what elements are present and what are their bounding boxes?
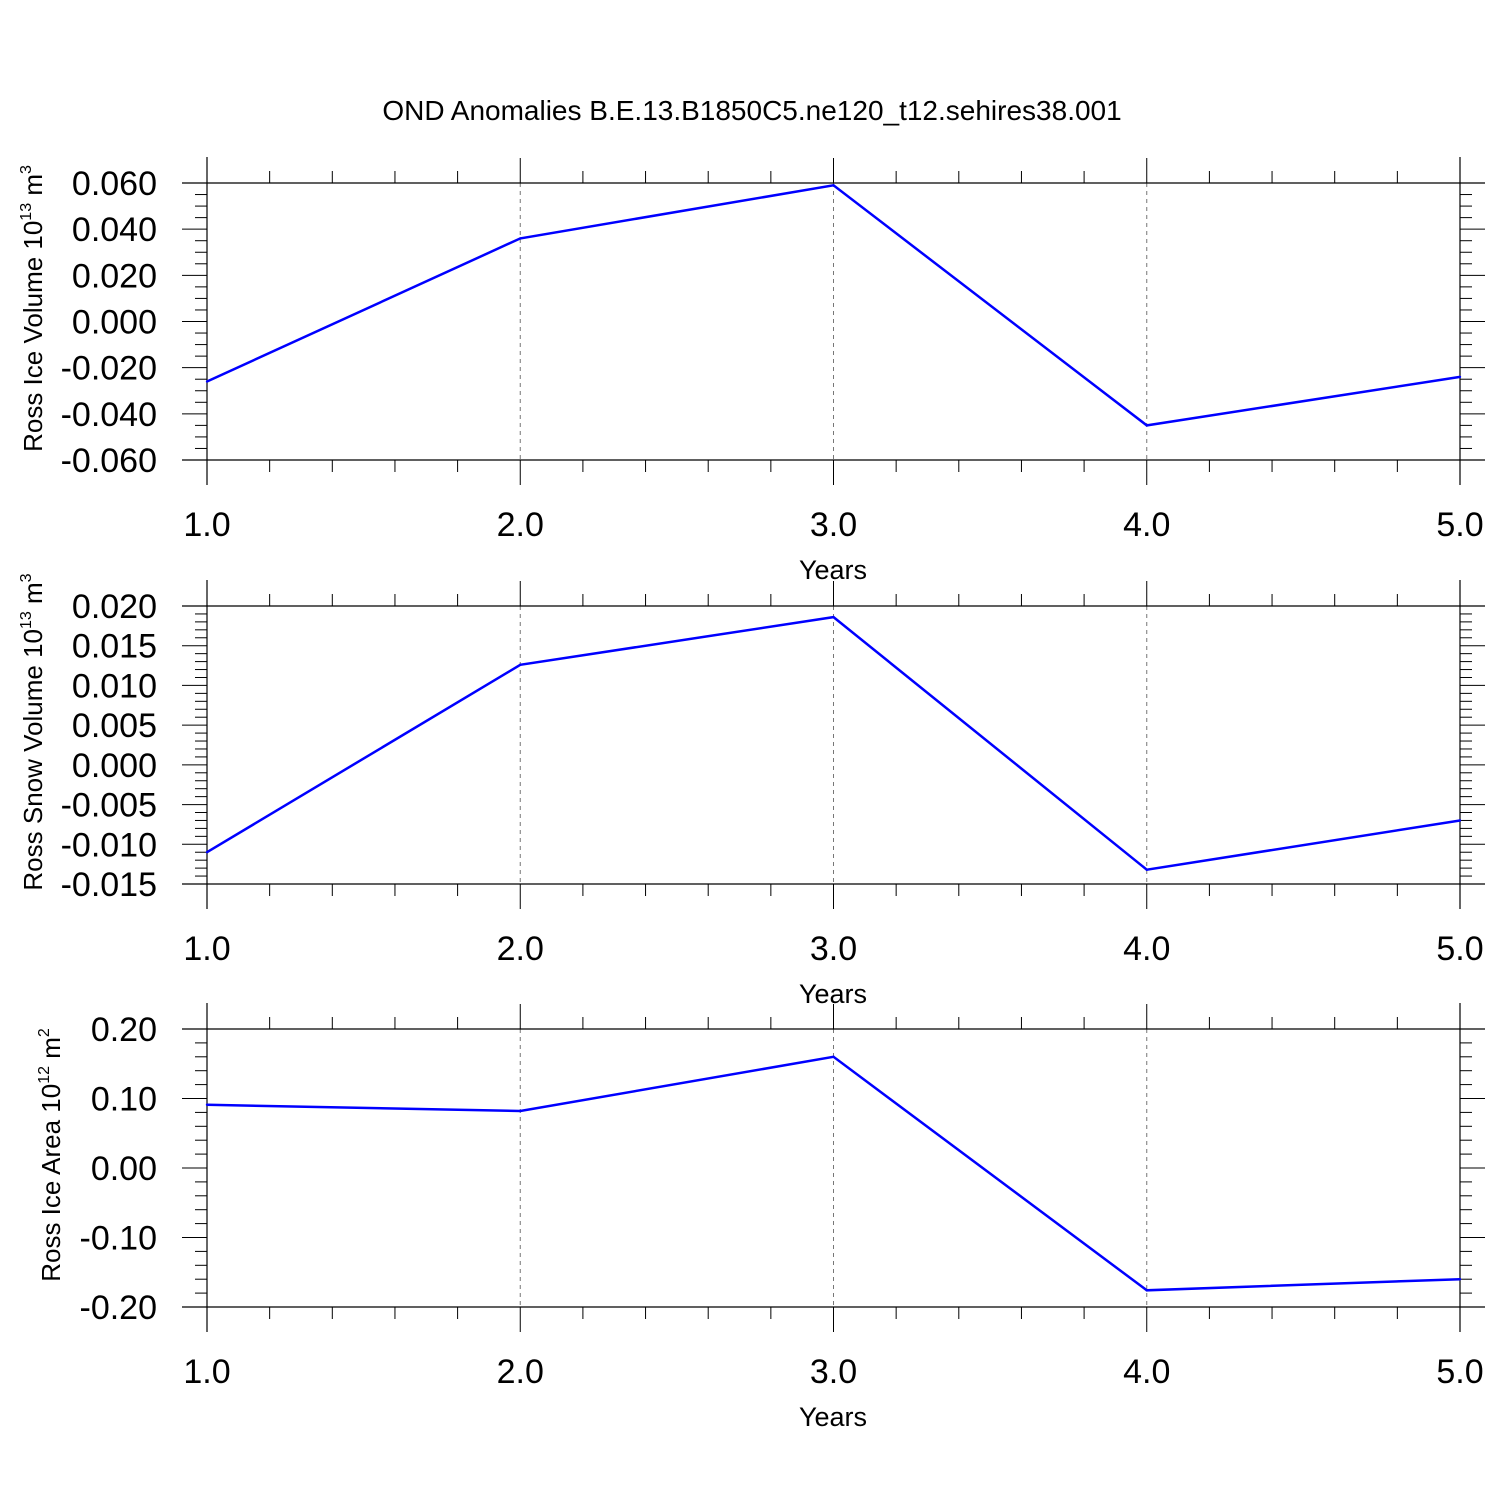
x-tick-label: 3.0 bbox=[810, 1353, 857, 1391]
y-tick-label: 0.000 bbox=[72, 304, 157, 342]
y-tick-label: 0.015 bbox=[72, 628, 157, 666]
data-point bbox=[1145, 424, 1148, 427]
x-tick-label: 2.0 bbox=[497, 506, 544, 544]
data-point bbox=[519, 663, 522, 666]
y-tick-label: -0.060 bbox=[61, 442, 157, 480]
data-point bbox=[832, 1055, 835, 1059]
x-tick-label: 4.0 bbox=[1123, 930, 1170, 968]
y-tick-label: -0.015 bbox=[61, 866, 157, 904]
y-tick-label: 0.10 bbox=[91, 1081, 157, 1119]
x-tick-label: 5.0 bbox=[1436, 930, 1483, 968]
y-tick-label: -0.010 bbox=[61, 826, 157, 864]
x-axis-label: Years bbox=[799, 1402, 867, 1432]
x-axis-label: Years bbox=[799, 555, 867, 585]
data-point bbox=[1458, 1278, 1462, 1281]
data-point bbox=[1145, 1289, 1148, 1292]
x-tick-label: 4.0 bbox=[1123, 506, 1170, 544]
y-tick-label: 0.20 bbox=[91, 1011, 157, 1049]
x-tick-label: 1.0 bbox=[183, 930, 230, 968]
data-point bbox=[1145, 868, 1148, 871]
y-tick-label: 0.00 bbox=[91, 1150, 157, 1188]
x-tick-label: 1.0 bbox=[183, 506, 230, 544]
data-point bbox=[205, 1103, 209, 1106]
panel-ice-volume: 0.060 0.040 0.020 0.000 -0.020 -0.040 -0.060 1.… bbox=[18, 157, 1485, 585]
x-tick-label: 5.0 bbox=[1436, 506, 1483, 544]
data-point bbox=[1458, 819, 1462, 822]
x-tick-label: 5.0 bbox=[1436, 1353, 1483, 1391]
x-tick-label: 2.0 bbox=[497, 930, 544, 968]
y-tick-label: 0.060 bbox=[72, 165, 157, 203]
data-point bbox=[832, 184, 835, 187]
x-tick-label: 4.0 bbox=[1123, 1353, 1170, 1391]
y-tick-label: -0.040 bbox=[61, 396, 157, 434]
x-tick-label: 2.0 bbox=[497, 1353, 544, 1391]
panel-ice-area: 0.20 0.10 0.00 -0.10 -0.20 1.0 2.0 3.0 4.0 5.0 Yea… bbox=[36, 1003, 1485, 1432]
data-point bbox=[519, 237, 522, 240]
y-axis-label: Ross Snow Volume 1013 m3 bbox=[18, 573, 48, 890]
y-axis-label: Ross Ice Area 1012 m2 bbox=[36, 1028, 66, 1282]
data-point bbox=[1458, 375, 1462, 379]
y-tick-label: 0.005 bbox=[72, 707, 157, 745]
y-tick-label: 0.020 bbox=[72, 257, 157, 295]
y-tick-label: 0.040 bbox=[72, 211, 157, 249]
y-tick-label: 0.010 bbox=[72, 667, 157, 705]
data-point bbox=[519, 1109, 522, 1113]
y-tick-label: -0.10 bbox=[80, 1220, 158, 1258]
y-tick-label: -0.005 bbox=[61, 787, 157, 825]
figure-title: OND Anomalies B.E.13.B1850C5.ne120_t12.s… bbox=[382, 95, 1121, 126]
data-point bbox=[205, 851, 209, 854]
y-tick-label: 0.000 bbox=[72, 747, 157, 785]
data-point bbox=[205, 380, 209, 383]
panel-snow-volume: 0.0200.0150.0100.0050.000-0.005-0.010-0.… bbox=[18, 573, 1485, 1009]
data-point bbox=[832, 615, 835, 619]
y-tick-label: -0.020 bbox=[61, 350, 157, 388]
y-tick-label: -0.20 bbox=[80, 1289, 158, 1327]
y-tick-label: 0.020 bbox=[72, 588, 157, 626]
x-tick-label: 3.0 bbox=[810, 930, 857, 968]
y-axis-label: Ross Ice Volume 1013 m3 bbox=[18, 165, 48, 452]
x-tick-label: 1.0 bbox=[183, 1353, 230, 1391]
x-tick-label: 3.0 bbox=[810, 506, 857, 544]
